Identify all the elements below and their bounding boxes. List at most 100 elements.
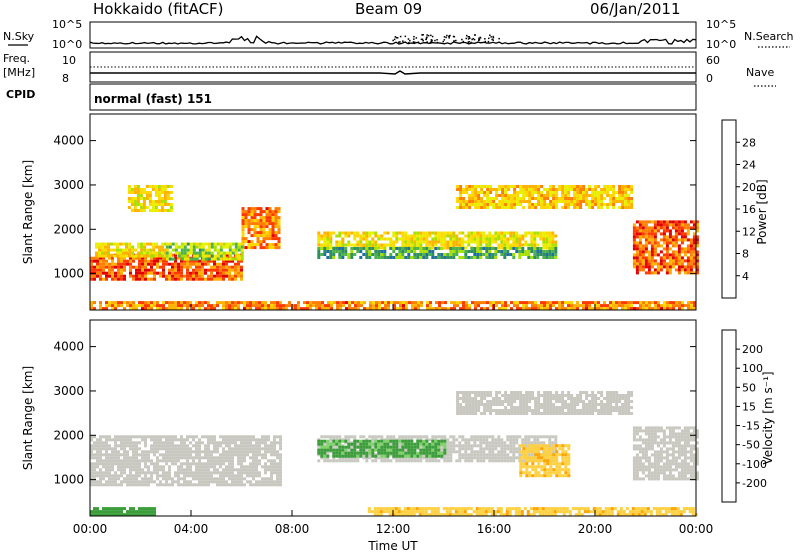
power-cell-9 bbox=[225, 304, 228, 308]
power-cell-6 bbox=[452, 247, 456, 250]
velocity-cell-0 bbox=[279, 480, 282, 484]
power-cell-8 bbox=[686, 250, 690, 254]
power-cell-0 bbox=[102, 262, 105, 266]
velocity-cell-1 bbox=[335, 444, 339, 448]
velocity-cell-0 bbox=[189, 465, 192, 469]
velocity-cell-1 bbox=[389, 459, 393, 463]
power-cell-8 bbox=[689, 256, 693, 260]
power-cell-6 bbox=[479, 256, 483, 259]
velocity-cell-0 bbox=[105, 450, 108, 454]
velocity-cell-0 bbox=[204, 447, 207, 451]
nsearch-point bbox=[453, 36, 456, 38]
velocity-cell-0 bbox=[90, 435, 93, 439]
power-cell-8 bbox=[632, 259, 636, 263]
velocity-cell-0 bbox=[252, 465, 255, 469]
power-cell-5 bbox=[542, 240, 546, 244]
power-cell-1 bbox=[265, 237, 269, 241]
power-cell-4 bbox=[160, 185, 164, 188]
power-cell-7 bbox=[630, 206, 634, 209]
velocity-cell-4 bbox=[498, 412, 502, 415]
velocity-cell-2 bbox=[392, 445, 396, 449]
velocity-cell-2 bbox=[431, 442, 435, 446]
power-cell-8 bbox=[638, 253, 642, 257]
power-cell-8 bbox=[638, 250, 642, 254]
power-cell-3 bbox=[210, 242, 214, 246]
velocity-cell-0 bbox=[240, 465, 243, 469]
power-cell-9 bbox=[246, 307, 249, 311]
power-cell-7 bbox=[480, 185, 484, 188]
power-cell-5 bbox=[524, 231, 528, 235]
velocity-cell-0 bbox=[195, 456, 198, 460]
power-cell-5 bbox=[485, 240, 489, 244]
power-cell-6 bbox=[368, 247, 372, 250]
power-cell-0 bbox=[96, 268, 99, 272]
velocity-cell-2 bbox=[425, 445, 429, 449]
velocity-cell-0 bbox=[189, 447, 192, 451]
velocity-cell-1 bbox=[395, 456, 399, 460]
velocity-cell-3 bbox=[519, 468, 523, 472]
power-cell-0 bbox=[120, 274, 123, 278]
velocity-cell-0 bbox=[129, 468, 132, 472]
velocity-cell-1 bbox=[350, 435, 354, 439]
velocity-cell-1 bbox=[536, 441, 540, 445]
velocity-cell-0 bbox=[153, 462, 156, 466]
velocity-cell-0 bbox=[144, 456, 147, 460]
power-cell-9 bbox=[606, 307, 609, 311]
velocity-cell-0 bbox=[93, 468, 96, 472]
power-cell-5 bbox=[494, 231, 498, 235]
velocity-cell-3 bbox=[537, 453, 541, 457]
velocity-cell-0 bbox=[90, 471, 93, 475]
power-cell-9 bbox=[321, 307, 324, 311]
velocity-cell-0 bbox=[120, 438, 123, 442]
power-cell-0 bbox=[117, 262, 120, 266]
power-cell-1 bbox=[241, 231, 245, 235]
power-cell-9 bbox=[411, 307, 414, 311]
power-cell-7 bbox=[507, 203, 511, 206]
power-cell-2 bbox=[101, 254, 104, 258]
power-cell-8 bbox=[695, 238, 699, 242]
velocity-cell-1 bbox=[500, 441, 504, 445]
velocity-cell-1 bbox=[398, 435, 402, 439]
power-cell-5 bbox=[455, 243, 459, 247]
velocity-cell-1 bbox=[392, 435, 396, 439]
power-cell-9 bbox=[372, 307, 375, 311]
power-cell-9 bbox=[618, 301, 621, 305]
power-cell-6 bbox=[341, 253, 345, 256]
velocity-cell-0 bbox=[141, 483, 144, 487]
power-cell-7 bbox=[630, 188, 634, 191]
velocity-cell-0 bbox=[153, 480, 156, 484]
power-cell-4 bbox=[163, 194, 167, 197]
velocity-cell-3 bbox=[531, 447, 535, 451]
velocity-cell-0 bbox=[207, 477, 210, 481]
power-cell-0 bbox=[207, 259, 210, 263]
velocity-cell-2 bbox=[350, 451, 354, 455]
power-cell-7 bbox=[567, 203, 571, 206]
velocity-cell-4 bbox=[564, 406, 568, 409]
velocity-cell-4 bbox=[462, 400, 466, 403]
power-cell-9 bbox=[339, 301, 342, 305]
power-cell-1 bbox=[241, 240, 245, 244]
velocity-cell-0 bbox=[144, 465, 147, 469]
power-cell-9 bbox=[336, 301, 339, 305]
power-cell-0 bbox=[120, 277, 123, 281]
power-cell-7 bbox=[459, 200, 463, 203]
power-cell-0 bbox=[132, 277, 135, 281]
velocity-cell-2 bbox=[353, 448, 357, 452]
power-cell-0 bbox=[198, 277, 201, 281]
velocity-cell-0 bbox=[246, 438, 249, 442]
power-cell-1 bbox=[265, 243, 269, 247]
power-cell-9 bbox=[576, 307, 579, 311]
velocity-cell-4 bbox=[513, 397, 517, 400]
velocity-cell-0 bbox=[258, 480, 261, 484]
power-cell-8 bbox=[647, 250, 651, 254]
power-cell-0 bbox=[138, 274, 141, 278]
velocity-cell-1 bbox=[350, 456, 354, 460]
power-cell-2 bbox=[101, 242, 104, 246]
power-cell-9 bbox=[525, 307, 528, 311]
power-cell-1 bbox=[259, 243, 263, 247]
power-cell-0 bbox=[93, 277, 96, 281]
power-cell-1 bbox=[277, 237, 281, 241]
velocity-cell-1 bbox=[449, 450, 453, 454]
power-cell-8 bbox=[683, 220, 687, 224]
velocity-cell-3 bbox=[555, 474, 559, 478]
